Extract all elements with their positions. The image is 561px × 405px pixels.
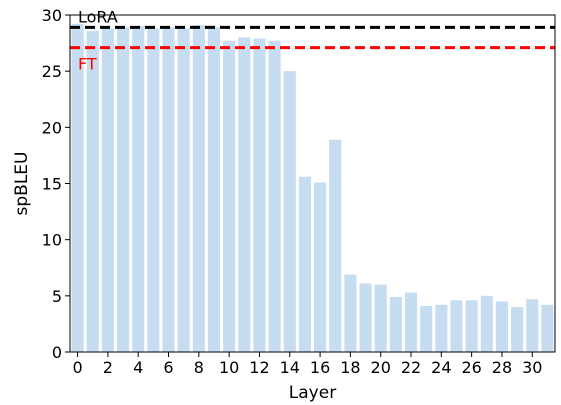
y-axis-title: spBLEU (12, 152, 32, 216)
bar-layer-20 (374, 284, 387, 352)
bar-layer-30 (526, 299, 539, 352)
reference-label-ft: FT (78, 55, 97, 74)
bar-layer-21 (389, 296, 402, 352)
x-tick-label: 8 (194, 358, 204, 377)
x-tick-label: 0 (72, 358, 82, 377)
bars-layer (71, 23, 554, 353)
bar-layer-5 (147, 28, 160, 352)
bar-layer-7 (177, 28, 190, 352)
x-tick-label: 16 (310, 358, 330, 377)
bar-layer-28 (495, 301, 509, 352)
x-tick-label: 24 (431, 358, 451, 377)
x-tick-label: 12 (249, 358, 269, 377)
bar-layer-14 (283, 71, 296, 353)
bar-layer-26 (465, 300, 478, 352)
y-tick-label: 15 (42, 175, 62, 194)
bar-layer-17 (329, 139, 342, 352)
x-tick-label: 14 (280, 358, 300, 377)
bar-layer-23 (420, 305, 433, 352)
x-tick-label: 26 (461, 358, 481, 377)
bar-layer-12 (253, 38, 266, 353)
bar-layer-19 (359, 283, 372, 352)
x-tick-label: 28 (492, 358, 512, 377)
y-tick-label: 25 (42, 62, 62, 81)
bar-layer-13 (268, 40, 281, 352)
x-tick-label: 18 (340, 358, 360, 377)
bar-layer-29 (511, 307, 524, 352)
bar-layer-10 (223, 40, 236, 352)
bar-layer-22 (404, 292, 418, 352)
x-tick-label: 20 (371, 358, 391, 377)
y-tick-label: 5 (52, 287, 62, 306)
bar-layer-25 (450, 300, 463, 352)
reference-lines-layer: LoRA FT (70, 7, 555, 74)
x-tick-label: 30 (522, 358, 542, 377)
bar-layer-1 (86, 30, 99, 353)
bar-layer-8 (192, 25, 205, 353)
bar-layer-24 (435, 304, 448, 352)
x-tick-label: 6 (163, 358, 173, 377)
x-tick-label: 10 (219, 358, 239, 377)
x-tick-label: 22 (401, 358, 421, 377)
x-tick-label: 4 (133, 358, 143, 377)
x-axis-title: Layer (289, 383, 336, 403)
y-tick-label: 0 (52, 343, 62, 362)
y-tick-label: 30 (42, 6, 62, 25)
bar-layer-6 (162, 27, 175, 353)
y-tick-label: 20 (42, 118, 62, 137)
bar-layer-15 (298, 176, 311, 352)
y-tick-label: 10 (42, 231, 62, 250)
bar-layer-9 (207, 27, 221, 353)
bar-layer-18 (344, 274, 357, 352)
x-ticks-layer: 0 2 4 6 8 10 12 14 16 18 20 22 24 26 28 30 (72, 352, 542, 377)
bar-layer-27 (480, 295, 493, 352)
y-ticks-layer: 0 5 10 15 20 25 30 (42, 6, 70, 362)
bar-layer-0 (71, 23, 84, 353)
bar-layer-2 (101, 28, 114, 352)
bar-layer-3 (116, 27, 130, 353)
x-tick-label: 2 (103, 358, 113, 377)
bar-layer-11 (238, 37, 251, 352)
bar-layer-4 (132, 26, 145, 352)
reference-label-lora: LoRA (78, 7, 118, 26)
bar-layer-16 (314, 182, 327, 352)
bar-layer-31 (541, 304, 554, 352)
